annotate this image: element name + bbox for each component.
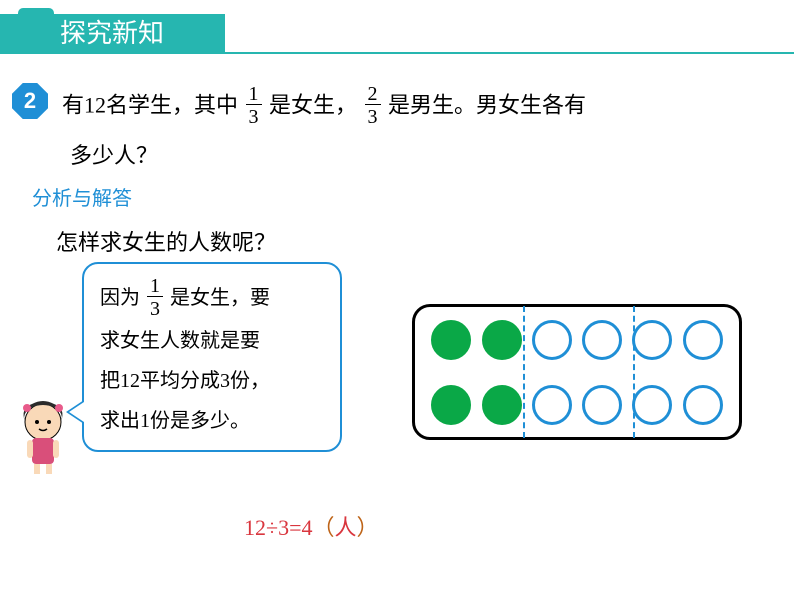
circle-empty	[632, 320, 672, 360]
badge-number: 2	[24, 88, 36, 113]
bubble-fraction: 1 3	[147, 276, 163, 319]
frac2-numerator: 2	[365, 84, 381, 105]
speech-bubble: 因为 1 3 是女生，要 求女生人数就是要 把12平均分成3份， 求出1份是多少…	[82, 262, 342, 452]
bubble-pre: 因为	[100, 287, 140, 309]
circle-empty	[582, 385, 622, 425]
bubble-frac-den: 3	[147, 297, 163, 319]
answer-unit: 人	[335, 515, 357, 540]
circles-row-1	[415, 307, 739, 372]
header-banner: 探究新知	[0, 14, 225, 52]
circles-row-2	[415, 372, 739, 437]
circle-filled	[482, 320, 522, 360]
analysis-label: 分析与解答	[32, 182, 132, 211]
circle-empty	[532, 320, 572, 360]
sub-question: 怎样求女生的人数呢？	[56, 225, 276, 257]
circle-empty	[532, 385, 572, 425]
paren-open: （	[312, 515, 334, 540]
problem-number-badge: 2	[12, 83, 48, 119]
circle-empty	[632, 385, 672, 425]
fraction-1-3: 1 3	[246, 84, 262, 127]
problem-statement: 有12名学生，其中 1 3 是女生， 2 3 是男生。男女生各有	[62, 86, 762, 129]
paren-close: ）	[357, 515, 379, 540]
frac2-denominator: 3	[365, 105, 381, 127]
bubble-line4: 求出1份是多少。	[100, 401, 324, 441]
bubble-line2: 求女生人数就是要	[100, 321, 324, 361]
header-title: 探究新知	[60, 18, 164, 48]
circle-empty	[683, 385, 723, 425]
bubble-frac-num: 1	[147, 276, 163, 297]
circle-filled	[431, 385, 471, 425]
problem-pre: 有12名学生，其中	[62, 93, 238, 118]
dashed-divider-1	[523, 306, 525, 438]
girl-character-icon	[12, 398, 74, 474]
circles-diagram-box	[412, 304, 742, 440]
circle-empty	[683, 320, 723, 360]
circle-filled	[482, 385, 522, 425]
problem-line2: 多少人？	[70, 138, 158, 170]
problem-mid2: 是男生。男女生各有	[388, 93, 586, 118]
answer-expression: 12÷3=4	[244, 515, 312, 540]
circle-empty	[582, 320, 622, 360]
bubble-after-frac: 是女生，要	[170, 287, 270, 309]
bubble-line1: 因为 1 3 是女生，要	[100, 278, 324, 321]
answer-line: 12÷3=4（人）	[244, 510, 379, 542]
header-underline	[0, 52, 794, 54]
circle-filled	[431, 320, 471, 360]
frac1-numerator: 1	[246, 84, 262, 105]
dashed-divider-2	[633, 306, 635, 438]
fraction-2-3: 2 3	[365, 84, 381, 127]
bubble-line3: 把12平均分成3份，	[100, 361, 324, 401]
frac1-denominator: 3	[246, 105, 262, 127]
problem-mid1: 是女生，	[269, 93, 357, 118]
